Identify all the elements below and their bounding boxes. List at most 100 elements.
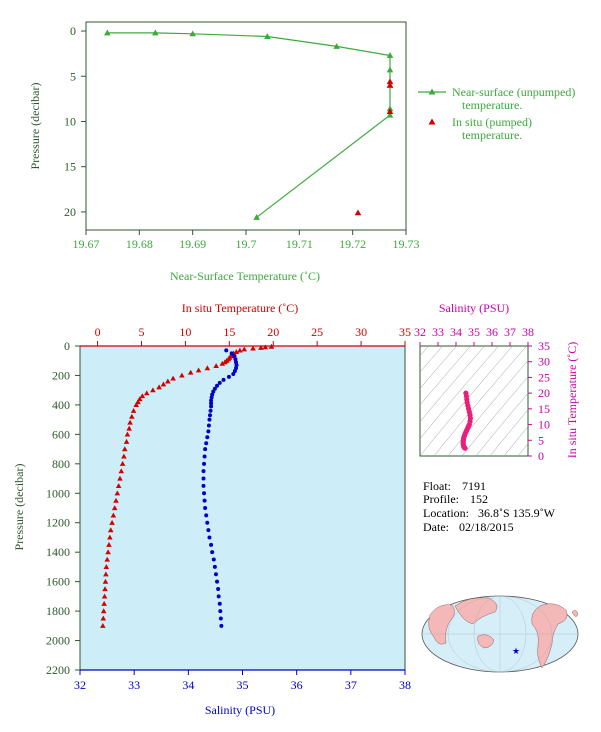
temperature-tick-label: 10 [179,325,191,339]
salinity-axis-ticks: 32 33 34 35 36 37 38 [74,669,411,692]
temperature-point [268,343,275,349]
temperature-point [165,378,171,384]
pressure-tick-label: 1600 [46,575,70,589]
density-contour [503,426,528,456]
salinity-point [209,404,214,409]
in-situ-point [354,209,362,216]
profile-y-label: Pressure (decibar) [12,464,26,551]
salinity-point [216,594,221,599]
temperature-point [219,360,226,366]
salinity-point [224,348,229,353]
ts-y-tick-label: 20 [538,386,550,400]
temperature-point [101,600,107,606]
salinity-profile [201,348,239,628]
salinity-tick-label: 35 [237,678,249,692]
temperature-profile [100,343,275,628]
near-surface-point [333,43,340,49]
salinity-point [201,469,206,474]
salinity-point [203,447,208,452]
density-contour [420,346,499,440]
temperature-point [123,438,130,444]
profile-value: 152 [470,492,488,506]
temperature-point [111,505,118,511]
temperature-point [110,512,117,518]
salinity-point [209,542,214,547]
salinity-point [221,377,226,382]
temperature-point [156,384,162,390]
near-surface-point [189,30,196,37]
near-surface-x-tick-label: 19.68 [126,237,153,251]
temperature-point [160,381,167,387]
temperature-axis-ticks: 0 5 10 15 20 25 30 35 [80,325,411,347]
near-surface-point [253,214,260,220]
temperature-point [104,556,111,562]
pressure-tick-label: 200 [52,368,70,382]
salinity-point [217,601,222,606]
temperature-point [100,623,106,628]
near-surface-plot-frame [85,21,407,231]
temperature-point [103,564,110,570]
salinity-point [217,380,222,385]
map-land [428,597,579,669]
temperature-point [250,345,256,351]
near-surface-x-ticks: 19.67 19.68 19.69 19.7 19.71 19.72 19.73 [73,230,420,251]
density-contour [420,346,485,423]
pressure-tick-label: 0 [64,339,70,353]
salinity-point [204,441,209,446]
salinity-point [219,623,224,628]
temperature-tick-label: 5 [138,325,144,339]
salinity-point [232,369,237,374]
pressure-tick-label: 1800 [46,604,70,618]
temperature-tick-label: 35 [399,325,411,339]
near-surface-series [104,29,394,220]
temperature-point [213,363,219,368]
salinity-point [204,513,209,518]
salinity-point [206,429,211,434]
temperature-point [187,369,194,375]
salinity-tick-label: 33 [128,678,140,692]
temperature-tick-label: 15 [223,325,235,339]
salinity-axis-label: Salinity (PSU) [205,703,275,717]
salinity-point [212,386,217,391]
profile-chart: 0 5 10 15 20 25 30 35 32 33 34 35 36 37 38 0 200 400 600… [12,301,411,717]
near-surface-point [264,33,271,39]
pressure-tick-label: 1200 [46,516,70,530]
salinity-point [226,374,231,379]
salinity-point [202,461,207,466]
temperature-point [241,346,248,352]
temperature-point [150,387,156,393]
temperature-point [102,578,109,584]
temperature-point [119,461,126,466]
density-contour [461,376,528,456]
salinity-point [216,587,221,591]
temperature-point [121,453,127,459]
salinity-point [202,454,207,459]
temperature-point [103,571,109,577]
near-surface-point [152,29,159,36]
pressure-tick-label: 2000 [46,634,70,648]
temperature-point [124,431,131,437]
profile-label: Profile: [423,492,459,506]
salinity-point [212,564,217,569]
pressure-tick-label: 1000 [46,486,70,500]
temperature-point [109,519,115,525]
temperature-point [127,419,133,425]
ts-point [462,445,468,451]
in-situ-point [386,78,394,85]
map-graticule [422,595,578,673]
ts-y-tick-label: 15 [538,402,550,416]
legend-label-near-surface: Near-surface (unpumped) temperature. [452,85,578,112]
near-surface-chart: 19.67 19.68 19.69 19.7 19.71 19.72 19.73 0 5 10 1… [28,21,578,283]
temperature-point [114,490,121,496]
ts-x-tick-label: 32 [414,325,426,339]
temperature-tick-label: 30 [355,325,367,339]
ts-y-tick-label: 30 [538,355,550,369]
date-label: Date: [423,520,449,534]
salinity-point [206,528,211,533]
density-contour [433,346,527,456]
in-situ-point [386,108,394,115]
near-surface-x-tick-label: 19.67 [73,237,100,251]
salinity-tick-label: 37 [345,678,357,692]
salinity-point [209,401,214,406]
